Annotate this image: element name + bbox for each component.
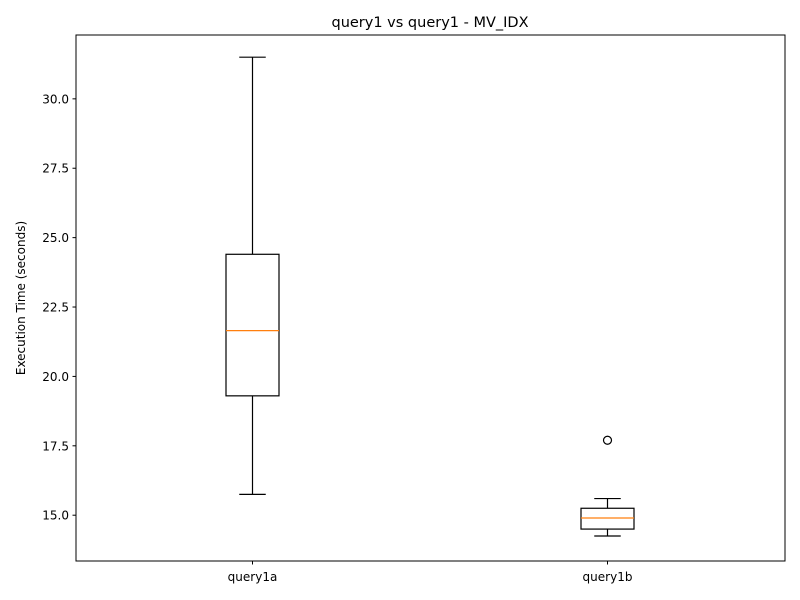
y-tick-label: 17.5	[42, 439, 69, 453]
y-tick-label: 15.0	[42, 509, 69, 523]
x-tick-label: query1b	[583, 570, 633, 584]
y-tick-label: 27.5	[42, 162, 69, 176]
y-tick-label: 25.0	[42, 231, 69, 245]
outlier-query1b	[602, 435, 613, 445]
box-query1b	[580, 507, 635, 530]
y-axis-label: Execution Time (seconds)	[14, 221, 28, 375]
chart-title: query1 vs query1 - MV_IDX	[331, 15, 528, 31]
plot-frame	[75, 34, 786, 562]
y-tick-label: 22.5	[42, 301, 69, 315]
box-query1a	[225, 253, 280, 397]
y-tick-label: 30.0	[42, 92, 69, 106]
plot-area: 15.0 17.5 20.0 22.5 25.0 27.5 30.0 query1a query…	[42, 56, 635, 584]
x-tick-label: query1a	[228, 570, 278, 584]
y-tick-label: 20.0	[42, 370, 69, 384]
